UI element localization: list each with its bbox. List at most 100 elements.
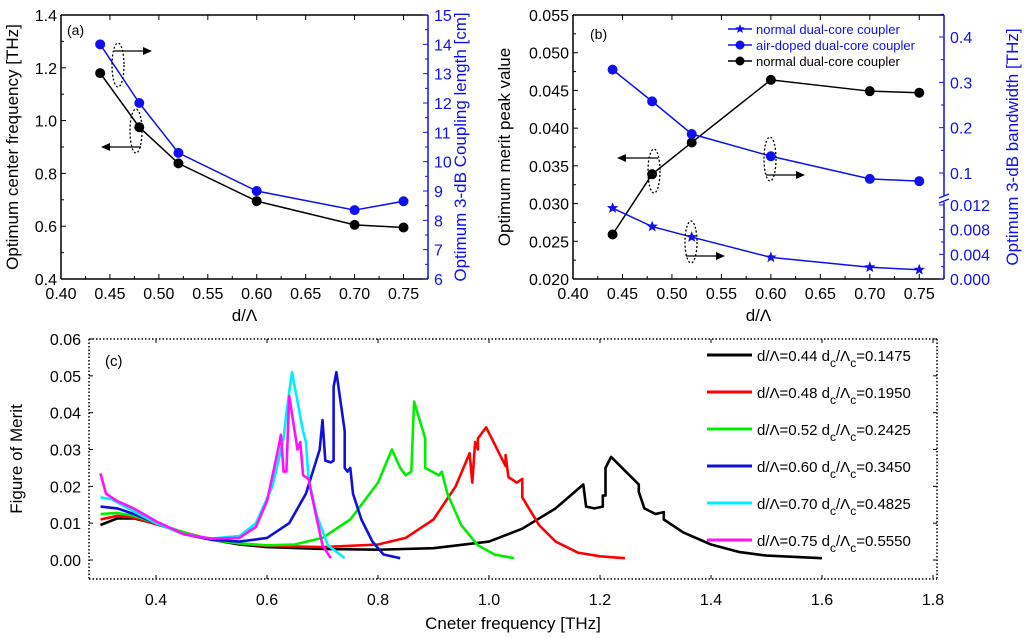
y2-tick-label: 0.012 bbox=[950, 198, 990, 215]
data-point bbox=[134, 122, 145, 133]
series-line-0 bbox=[611, 79, 920, 235]
arrow-left-icon bbox=[101, 143, 110, 151]
data-point-star bbox=[646, 220, 658, 232]
legend-label: normal dual-core coupler bbox=[756, 22, 900, 37]
series-line-1 bbox=[99, 43, 404, 211]
data-point bbox=[349, 219, 360, 230]
x-tick-label: 0.70 bbox=[854, 286, 885, 303]
y-tick-label: 0.6 bbox=[35, 219, 57, 236]
data-point bbox=[607, 64, 618, 75]
data-point bbox=[765, 74, 776, 85]
y2-tick-label: 15 bbox=[434, 8, 452, 25]
legend-subscript: c bbox=[850, 541, 856, 555]
legend-subscript: c bbox=[830, 504, 836, 518]
x-axis-label: Cneter frequency [THz] bbox=[425, 614, 601, 633]
legend-label-mid: /Λ bbox=[836, 533, 850, 550]
legend-label: d/Λ=0.48 dc/Λc=0.1950 bbox=[757, 385, 911, 407]
panel-b: 0.40 0.45 0.50 0.55 0.60 0.65 0.70 0.75 0.020 0.0… bbox=[495, 8, 1022, 325]
legend-label-mid: /Λ bbox=[836, 496, 850, 513]
data-point bbox=[686, 129, 697, 140]
x-tick-label: 1.8 bbox=[922, 592, 944, 609]
data-point bbox=[914, 176, 925, 187]
y2-tick-label: 12 bbox=[434, 96, 452, 113]
data-point-star bbox=[864, 261, 876, 273]
data-point bbox=[251, 196, 262, 207]
legend-subscript: c bbox=[830, 393, 836, 407]
x-tick-label: 0.6 bbox=[256, 592, 278, 609]
x-axis-label: d/Λ bbox=[232, 306, 258, 325]
legend-subscript: c bbox=[850, 430, 856, 444]
y-tick-label: 0.04 bbox=[50, 406, 81, 423]
data-point bbox=[95, 68, 106, 79]
data-point bbox=[864, 86, 875, 97]
legend-label-mid: /Λ bbox=[836, 385, 850, 402]
y-tick-label: 0.050 bbox=[529, 46, 569, 63]
x-tick-label: 0.65 bbox=[805, 286, 836, 303]
arrow-right-icon bbox=[716, 252, 725, 260]
legend-label-tail: =0.1475 bbox=[856, 348, 911, 365]
y-tick-label: 0.01 bbox=[50, 516, 81, 533]
legend-label-mid: /Λ bbox=[836, 348, 850, 365]
legend-label-tail: =0.5550 bbox=[856, 533, 911, 550]
series-line-1 bbox=[612, 69, 920, 182]
legend-label: d/Λ=0.60 dc/Λc=0.3450 bbox=[757, 459, 911, 481]
legend-label-main: d/Λ=0.75 d bbox=[757, 533, 830, 550]
annotation-ellipse bbox=[684, 220, 698, 264]
data-point bbox=[647, 169, 658, 180]
y2-tick-label: 0.4 bbox=[950, 30, 972, 47]
arrow-right-icon bbox=[796, 171, 805, 179]
legend-circle-icon bbox=[735, 56, 745, 66]
legend-label: d/Λ=0.70 dc/Λc=0.4825 bbox=[757, 496, 911, 518]
y2-axis-label: Optimum 3-dB Coupling length [cm] bbox=[451, 12, 470, 281]
x-tick-label: 1.2 bbox=[589, 592, 611, 609]
legend-label-tail: =0.2425 bbox=[856, 422, 911, 439]
panel-tag: (b) bbox=[590, 26, 607, 42]
legend-subscript: c bbox=[850, 467, 856, 481]
legend-item: d/Λ=0.75 dc/Λc=0.5550 bbox=[707, 533, 911, 555]
y2-tick-label: 0.008 bbox=[950, 223, 990, 240]
legend-label-mid: /Λ bbox=[836, 459, 850, 476]
y2-axis-label: Optimum 3-dB bandwidth [THz] bbox=[1003, 28, 1022, 265]
x-tick-label: 0.70 bbox=[339, 286, 370, 303]
y-tick-label: 0.045 bbox=[529, 83, 569, 100]
x-tick-label: 1.6 bbox=[811, 592, 833, 609]
x-tick-label: 0.45 bbox=[94, 286, 125, 303]
legend-label-main: d/Λ=0.52 d bbox=[757, 422, 830, 439]
y-tick-label: 0.02 bbox=[50, 479, 81, 496]
y2-tick-label: 0.3 bbox=[950, 75, 972, 92]
legend-label: air-doped dual-core coupler bbox=[756, 38, 916, 53]
x-tick-label: 0.60 bbox=[755, 286, 786, 303]
data-point bbox=[398, 222, 409, 233]
series-line-0 bbox=[99, 72, 404, 229]
y2-tick-label: 0.1 bbox=[950, 166, 972, 183]
y2-tick-label: 7 bbox=[434, 243, 443, 260]
y2-tick-label: 10 bbox=[434, 155, 452, 172]
annotation-ellipse bbox=[129, 108, 143, 154]
legend-label: d/Λ=0.44 dc/Λc=0.1475 bbox=[757, 348, 911, 370]
y2-tick-label: 0.000 bbox=[950, 272, 990, 289]
y-tick-label: 0.03 bbox=[50, 443, 81, 460]
x-tick-label: 0.40 bbox=[557, 286, 588, 303]
legend-item: d/Λ=0.60 dc/Λc=0.3450 bbox=[707, 459, 911, 481]
axis-break-mark bbox=[938, 198, 950, 204]
y-tick-label: 0.030 bbox=[529, 197, 569, 214]
data-point bbox=[95, 39, 106, 50]
annotation-ellipse bbox=[647, 148, 661, 194]
panel-a: 0.40 0.45 0.50 0.55 0.60 0.65 0.70 0.75 0.4 0.6 0.… bbox=[3, 8, 470, 325]
data-point bbox=[647, 96, 658, 107]
y2-tick-label: 6 bbox=[434, 272, 443, 289]
legend-subscript: c bbox=[850, 356, 856, 370]
y-tick-label: 0.05 bbox=[50, 369, 81, 386]
y-tick-label: 1.4 bbox=[35, 8, 57, 25]
arrow-left-icon bbox=[617, 154, 626, 162]
data-point bbox=[686, 137, 697, 148]
legend-subscript: c bbox=[850, 504, 856, 518]
x-tick-label: 0.60 bbox=[241, 286, 272, 303]
annotation-ellipse bbox=[763, 136, 777, 182]
y2-tick-label: 9 bbox=[434, 184, 443, 201]
data-point bbox=[173, 158, 184, 169]
legend-label: d/Λ=0.52 dc/Λc=0.2425 bbox=[757, 422, 911, 444]
panel-c: 0.4 0.6 0.8 1.0 1.2 1.4 1.6 1.8 0.00 0.01 0.02 0.03… bbox=[7, 332, 944, 633]
legend-subscript: c bbox=[850, 393, 856, 407]
